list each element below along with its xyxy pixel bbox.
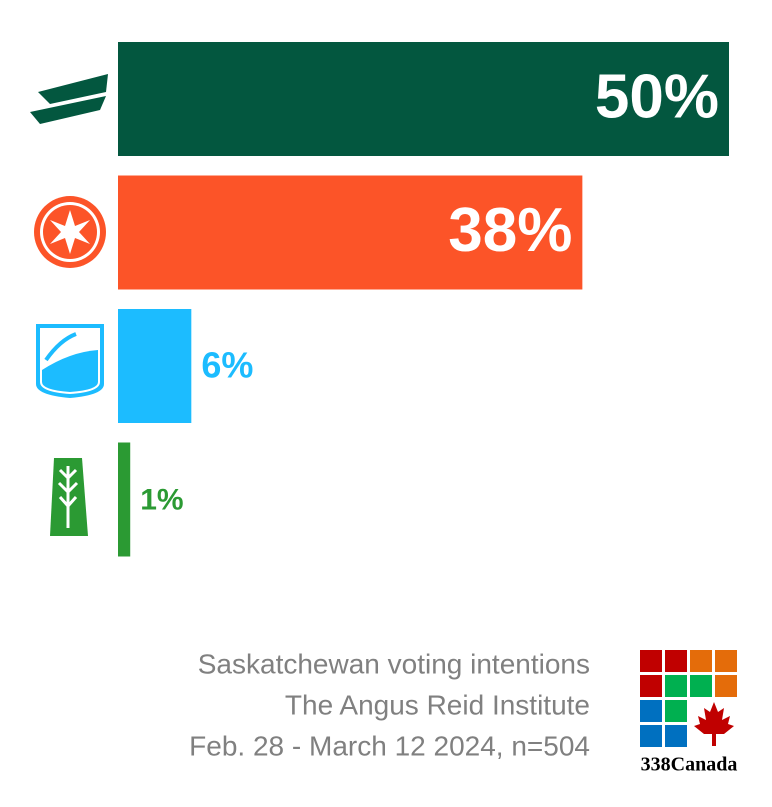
value-label: 1%: [140, 483, 183, 516]
bar: [118, 442, 131, 557]
party-icon: [34, 196, 106, 268]
bar: [118, 42, 729, 156]
logo-text: 338Canada: [641, 754, 738, 776]
bar: [118, 309, 192, 423]
party-icon: [36, 324, 104, 398]
value-label: 6%: [201, 345, 253, 386]
value-label: 50%: [595, 62, 719, 131]
footer-line: Feb. 28 - March 12 2024, n=504: [189, 730, 590, 761]
logo: 338Canada: [640, 650, 737, 776]
party-icon: [50, 458, 88, 536]
footer-line: The Angus Reid Institute: [285, 689, 590, 720]
party-icon: [30, 74, 108, 124]
bar: [118, 175, 583, 290]
footer-line: Saskatchewan voting intentions: [198, 648, 590, 679]
value-label: 38%: [448, 196, 572, 265]
footer: Saskatchewan voting intentions The Angus…: [189, 648, 590, 761]
